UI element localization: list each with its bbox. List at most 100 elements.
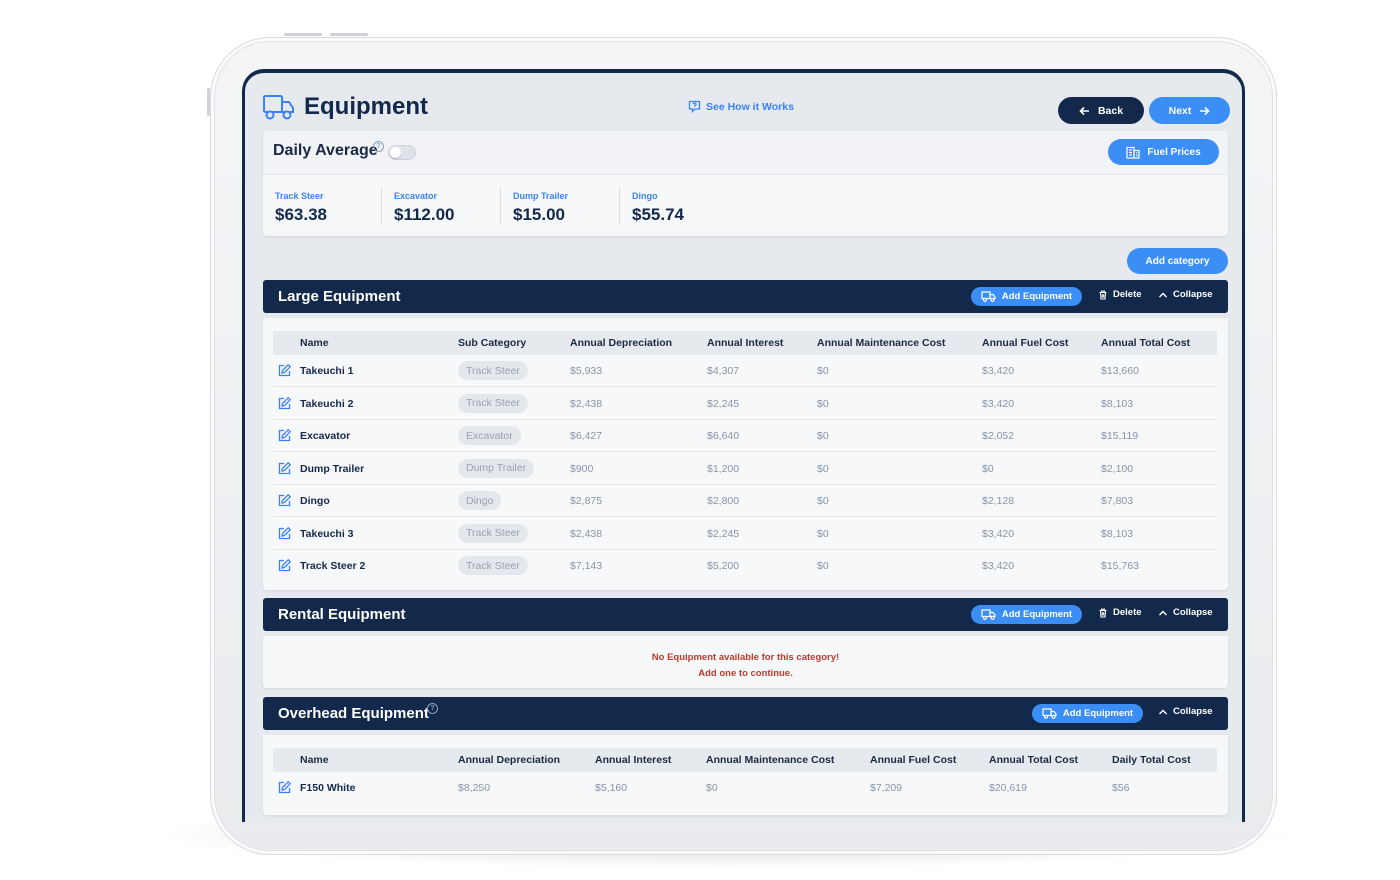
annual-fuel: $7,209 — [870, 782, 903, 794]
table-row: Takeuchi 2 Track Steer $2,438 $2,245 $0 $3,42… — [273, 388, 1217, 420]
equipment-name: Track Steer 2 — [300, 560, 366, 572]
annual-interest: $2,245 — [707, 527, 740, 540]
arrow-right-icon — [1200, 106, 1211, 115]
empty-message-line: No Equipment available for this category… — [651, 652, 840, 663]
column-header: Annual Fuel Cost — [870, 754, 957, 766]
tablet-screen: Equipment See How it Works Back Next Dai… — [242, 69, 1245, 822]
back-button[interactable]: Back — [1058, 97, 1144, 124]
annual-interest: $6,640 — [707, 430, 740, 442]
column-header: Daily Total Cost — [1112, 754, 1191, 766]
truck-icon — [981, 609, 996, 620]
fuel-prices-button[interactable]: Fuel Prices — [1108, 139, 1219, 165]
sub-category-badge: Dingo — [458, 491, 502, 510]
stat-value: $112.00 — [394, 205, 455, 224]
equipment-name: Takeuchi 2 — [300, 397, 354, 410]
table-row: Excavator Excavator $6,427 $6,640 $0 $2,052 $1… — [273, 420, 1217, 452]
annual-fuel: $2,128 — [982, 495, 1015, 507]
annual-interest: $5,200 — [707, 560, 740, 572]
section-title: Rental Equipment — [278, 606, 406, 623]
add-equipment-label: Add Equipment — [1062, 708, 1134, 719]
edit-icon[interactable] — [277, 558, 292, 573]
collapse-button[interactable]: Collapse — [1158, 706, 1213, 717]
column-header: Sub Category — [458, 337, 527, 349]
empty-message-line: Add one to continue. — [698, 668, 793, 679]
sub-category-badge: Track Steer — [458, 556, 528, 575]
see-how-it-works-link[interactable]: See How it Works — [688, 100, 794, 113]
column-header: Annual Total Cost — [1101, 337, 1191, 349]
equipment-name: Excavator — [300, 430, 351, 442]
edit-icon[interactable] — [277, 780, 292, 795]
edit-icon[interactable] — [277, 396, 292, 411]
add-equipment-button[interactable]: Add Equipment — [971, 287, 1082, 306]
chevron-up-icon — [1159, 292, 1167, 297]
daily-average-toggle[interactable] — [388, 145, 416, 160]
sub-category-badge: Excavator — [458, 426, 521, 445]
equipment-name: F150 White — [300, 782, 356, 794]
delete-button[interactable]: Delete — [1098, 289, 1142, 300]
annual-interest: $2,800 — [707, 495, 740, 507]
trash-icon — [1099, 290, 1107, 300]
stat-divider — [500, 187, 501, 225]
annual-fuel: $3,420 — [982, 560, 1015, 572]
table-header-row: Name Annual Depreciation Annual Interest… — [273, 748, 1217, 772]
delete-button[interactable]: Delete — [1098, 607, 1142, 618]
arrow-left-icon — [1079, 106, 1089, 115]
back-label: Back — [1097, 104, 1124, 117]
truck-icon — [981, 291, 996, 302]
stat-value: $63.38 — [275, 205, 327, 224]
stat-label: Dump Trailer — [513, 191, 569, 201]
column-header: Annual Maintenance Cost — [817, 337, 946, 349]
annual-fuel: $3,420 — [982, 527, 1015, 540]
device-volume-button — [284, 33, 322, 36]
add-category-button[interactable]: Add category — [1127, 248, 1228, 274]
add-equipment-button[interactable]: Add Equipment — [1032, 704, 1143, 723]
annual-fuel: $3,420 — [982, 397, 1015, 410]
stat-label: Excavator — [394, 191, 438, 201]
edit-icon[interactable] — [277, 363, 292, 378]
edit-icon[interactable] — [277, 428, 292, 443]
sub-category-badge: Track Steer — [458, 393, 528, 413]
rental-equipment-header: Rental Equipment Add Equipment Delete Co… — [263, 598, 1228, 631]
see-how-it-works-label: See How it Works — [706, 100, 794, 113]
truck-icon — [1042, 708, 1057, 719]
add-equipment-label: Add Equipment — [1001, 291, 1073, 302]
stat-dump-trailer: Dump Trailer $15.00 — [513, 191, 623, 229]
equipment-name: Takeuchi 1 — [300, 365, 354, 377]
sub-category-badge: Track Steer — [458, 523, 528, 543]
table-row: F150 White $8,250 $5,160 $0 $7,209 $20,6… — [273, 772, 1217, 804]
annual-fuel: $2,052 — [982, 430, 1015, 442]
overhead-equipment-header: Overhead Equipment ? Add Equipment Colla… — [263, 697, 1228, 730]
annual-depreciation: $7,143 — [570, 560, 603, 572]
collapse-button[interactable]: Collapse — [1158, 289, 1213, 300]
next-label: Next — [1168, 104, 1192, 117]
help-icon[interactable]: ? — [373, 141, 384, 152]
daily-average-header: Daily Average ? Fuel Prices — [263, 131, 1228, 175]
stat-track-steer: Track Steer $63.38 — [275, 191, 385, 229]
annual-interest: $5,160 — [595, 782, 628, 794]
annual-depreciation: $2,438 — [570, 397, 603, 410]
add-equipment-button[interactable]: Add Equipment — [971, 605, 1082, 624]
collapse-button[interactable]: Collapse — [1158, 607, 1213, 618]
table-header-row: Name Sub Category Annual Depreciation An… — [273, 331, 1217, 355]
help-icon[interactable]: ? — [427, 703, 438, 714]
annual-depreciation: $2,875 — [570, 495, 603, 507]
table-row: Track Steer 2 Track Steer $7,143 $5,200 $0 $3… — [273, 550, 1217, 582]
stat-label: Track Steer — [275, 191, 324, 201]
edit-icon[interactable] — [277, 461, 292, 476]
next-button[interactable]: Next — [1149, 97, 1230, 124]
sub-category-badge: Dump Trailer — [458, 458, 535, 478]
annual-maintenance: $0 — [817, 495, 829, 507]
help-chat-icon — [688, 100, 701, 113]
annual-depreciation: $8,250 — [458, 782, 491, 794]
daily-average-card: Daily Average ? Fuel Prices Track Steer … — [263, 131, 1228, 236]
collapse-label: Collapse — [1173, 289, 1213, 300]
section-title: Large Equipment — [278, 288, 401, 305]
column-header: Annual Depreciation — [458, 754, 561, 766]
collapse-label: Collapse — [1173, 607, 1213, 618]
edit-icon[interactable] — [277, 526, 292, 541]
annual-total: $15,763 — [1101, 560, 1139, 572]
annual-total: $13,660 — [1101, 365, 1139, 377]
edit-icon[interactable] — [277, 493, 292, 508]
add-equipment-label: Add Equipment — [1001, 609, 1073, 620]
fuel-prices-label: Fuel Prices — [1147, 146, 1201, 158]
